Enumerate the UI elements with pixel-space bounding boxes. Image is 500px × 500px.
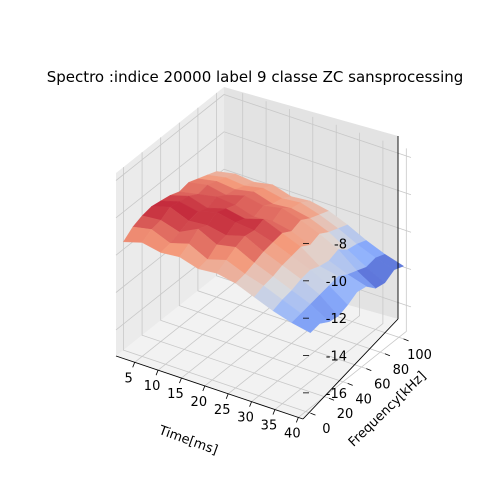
- z-tick-label: -16: [326, 387, 347, 402]
- x-tick-label: 25: [214, 403, 231, 418]
- x-tick-mark: [272, 409, 276, 415]
- x-tick-label: 20: [191, 395, 208, 410]
- y-axis-line: [302, 318, 399, 420]
- y-tick-label: 40: [355, 392, 372, 407]
- x-tick-mark: [202, 385, 206, 392]
- y-tick-mark: [403, 338, 409, 342]
- x-tick-label: 40: [284, 426, 301, 441]
- y-tick-mark: [310, 412, 316, 416]
- x-tick-mark: [225, 393, 229, 399]
- y-tick-mark: [366, 368, 372, 371]
- z-tick-label: -10: [326, 275, 347, 290]
- x-tick-mark: [155, 370, 159, 376]
- y-gridline: [160, 137, 348, 384]
- x-axis-ticks: 5 10 15 20 25 30 35 40: [125, 362, 301, 441]
- y-tick-label: 0: [322, 422, 330, 437]
- y-tick-mark: [328, 397, 335, 401]
- x-tick-label: 30: [237, 411, 254, 426]
- x-tick-label: 35: [261, 419, 278, 434]
- x-tick-mark: [295, 417, 299, 423]
- y-tick-label: 60: [374, 378, 391, 393]
- z-gridline: [115, 131, 412, 219]
- y-gridline: [123, 167, 311, 414]
- y-tick-label: 20: [337, 407, 354, 422]
- y-gridline: [197, 107, 386, 355]
- y-tick-mark: [347, 383, 353, 386]
- y-gridline: [216, 92, 404, 340]
- z-tick-label: -8: [334, 237, 347, 252]
- x-axis-line: [115, 355, 304, 420]
- x-gridline: [251, 132, 361, 403]
- surface-plot: [123, 171, 405, 334]
- x-tick-label: 15: [167, 387, 184, 402]
- x-gridline: [298, 148, 407, 418]
- y-tick-mark: [384, 353, 391, 357]
- x-tick-label: 5: [125, 371, 133, 386]
- x-tick-mark: [179, 377, 182, 384]
- x-tick-mark: [249, 401, 252, 407]
- axis-lines: [115, 136, 399, 420]
- y-tick-label: 80: [393, 363, 410, 378]
- x-tick-mark: [132, 362, 136, 368]
- surface-facet: [291, 313, 321, 334]
- y-tick-label: 100: [407, 348, 432, 363]
- chart-title: Spectro :indice 20000 label 9 classe ZC …: [47, 68, 464, 86]
- x-tick-label: 10: [144, 379, 161, 394]
- z-axis-ticks: -8 -10 -12 -14 -16: [303, 237, 347, 402]
- z-tick-label: -14: [326, 350, 347, 365]
- y-gridline: [141, 152, 330, 399]
- z-tick-label: -12: [326, 312, 347, 327]
- x-gridline: [274, 140, 384, 410]
- z-gridline: [115, 94, 412, 181]
- y-gridline: [178, 122, 367, 369]
